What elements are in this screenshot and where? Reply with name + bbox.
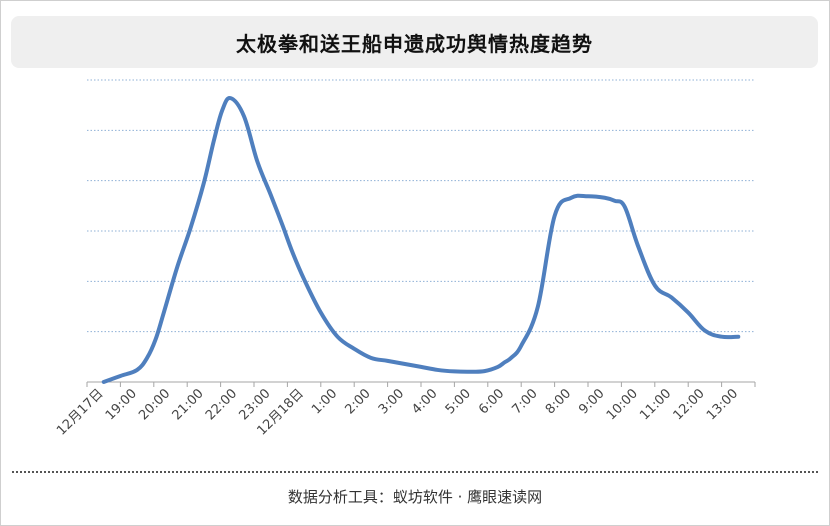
x-tick-label: 4:00 xyxy=(409,386,440,417)
x-tick-label: 1:00 xyxy=(309,386,340,417)
x-tick-label: 8:00 xyxy=(543,386,574,417)
x-tick-label: 3:00 xyxy=(376,386,407,417)
chart-title: 太极拳和送王船申遗成功舆情热度趋势 xyxy=(236,31,593,56)
x-tick-label: 19:00 xyxy=(103,386,140,423)
x-tick-label: 6:00 xyxy=(476,386,507,417)
x-tick-label: 13:00 xyxy=(704,386,741,423)
x-tick-label: 5:00 xyxy=(443,386,474,417)
x-tick-label: 22:00 xyxy=(203,386,240,423)
series-line xyxy=(101,96,741,384)
footer-divider xyxy=(12,471,818,473)
x-tick-label: 10:00 xyxy=(604,386,641,423)
x-tick-label: 7:00 xyxy=(509,386,540,417)
x-tick-label: 12:00 xyxy=(671,386,708,423)
title-bar: 太极拳和送王船申遗成功舆情热度趋势 xyxy=(11,16,818,68)
x-tick-label: 20:00 xyxy=(136,386,173,423)
footer-credit: 数据分析工具：蚁坊软件 · 鹰眼速读网 xyxy=(287,488,543,506)
x-tick-label: 12月17日 xyxy=(54,386,106,438)
x-tick-label: 2:00 xyxy=(342,386,373,417)
x-tick-label: 11:00 xyxy=(637,386,674,423)
x-tick-label: 21:00 xyxy=(170,386,207,423)
